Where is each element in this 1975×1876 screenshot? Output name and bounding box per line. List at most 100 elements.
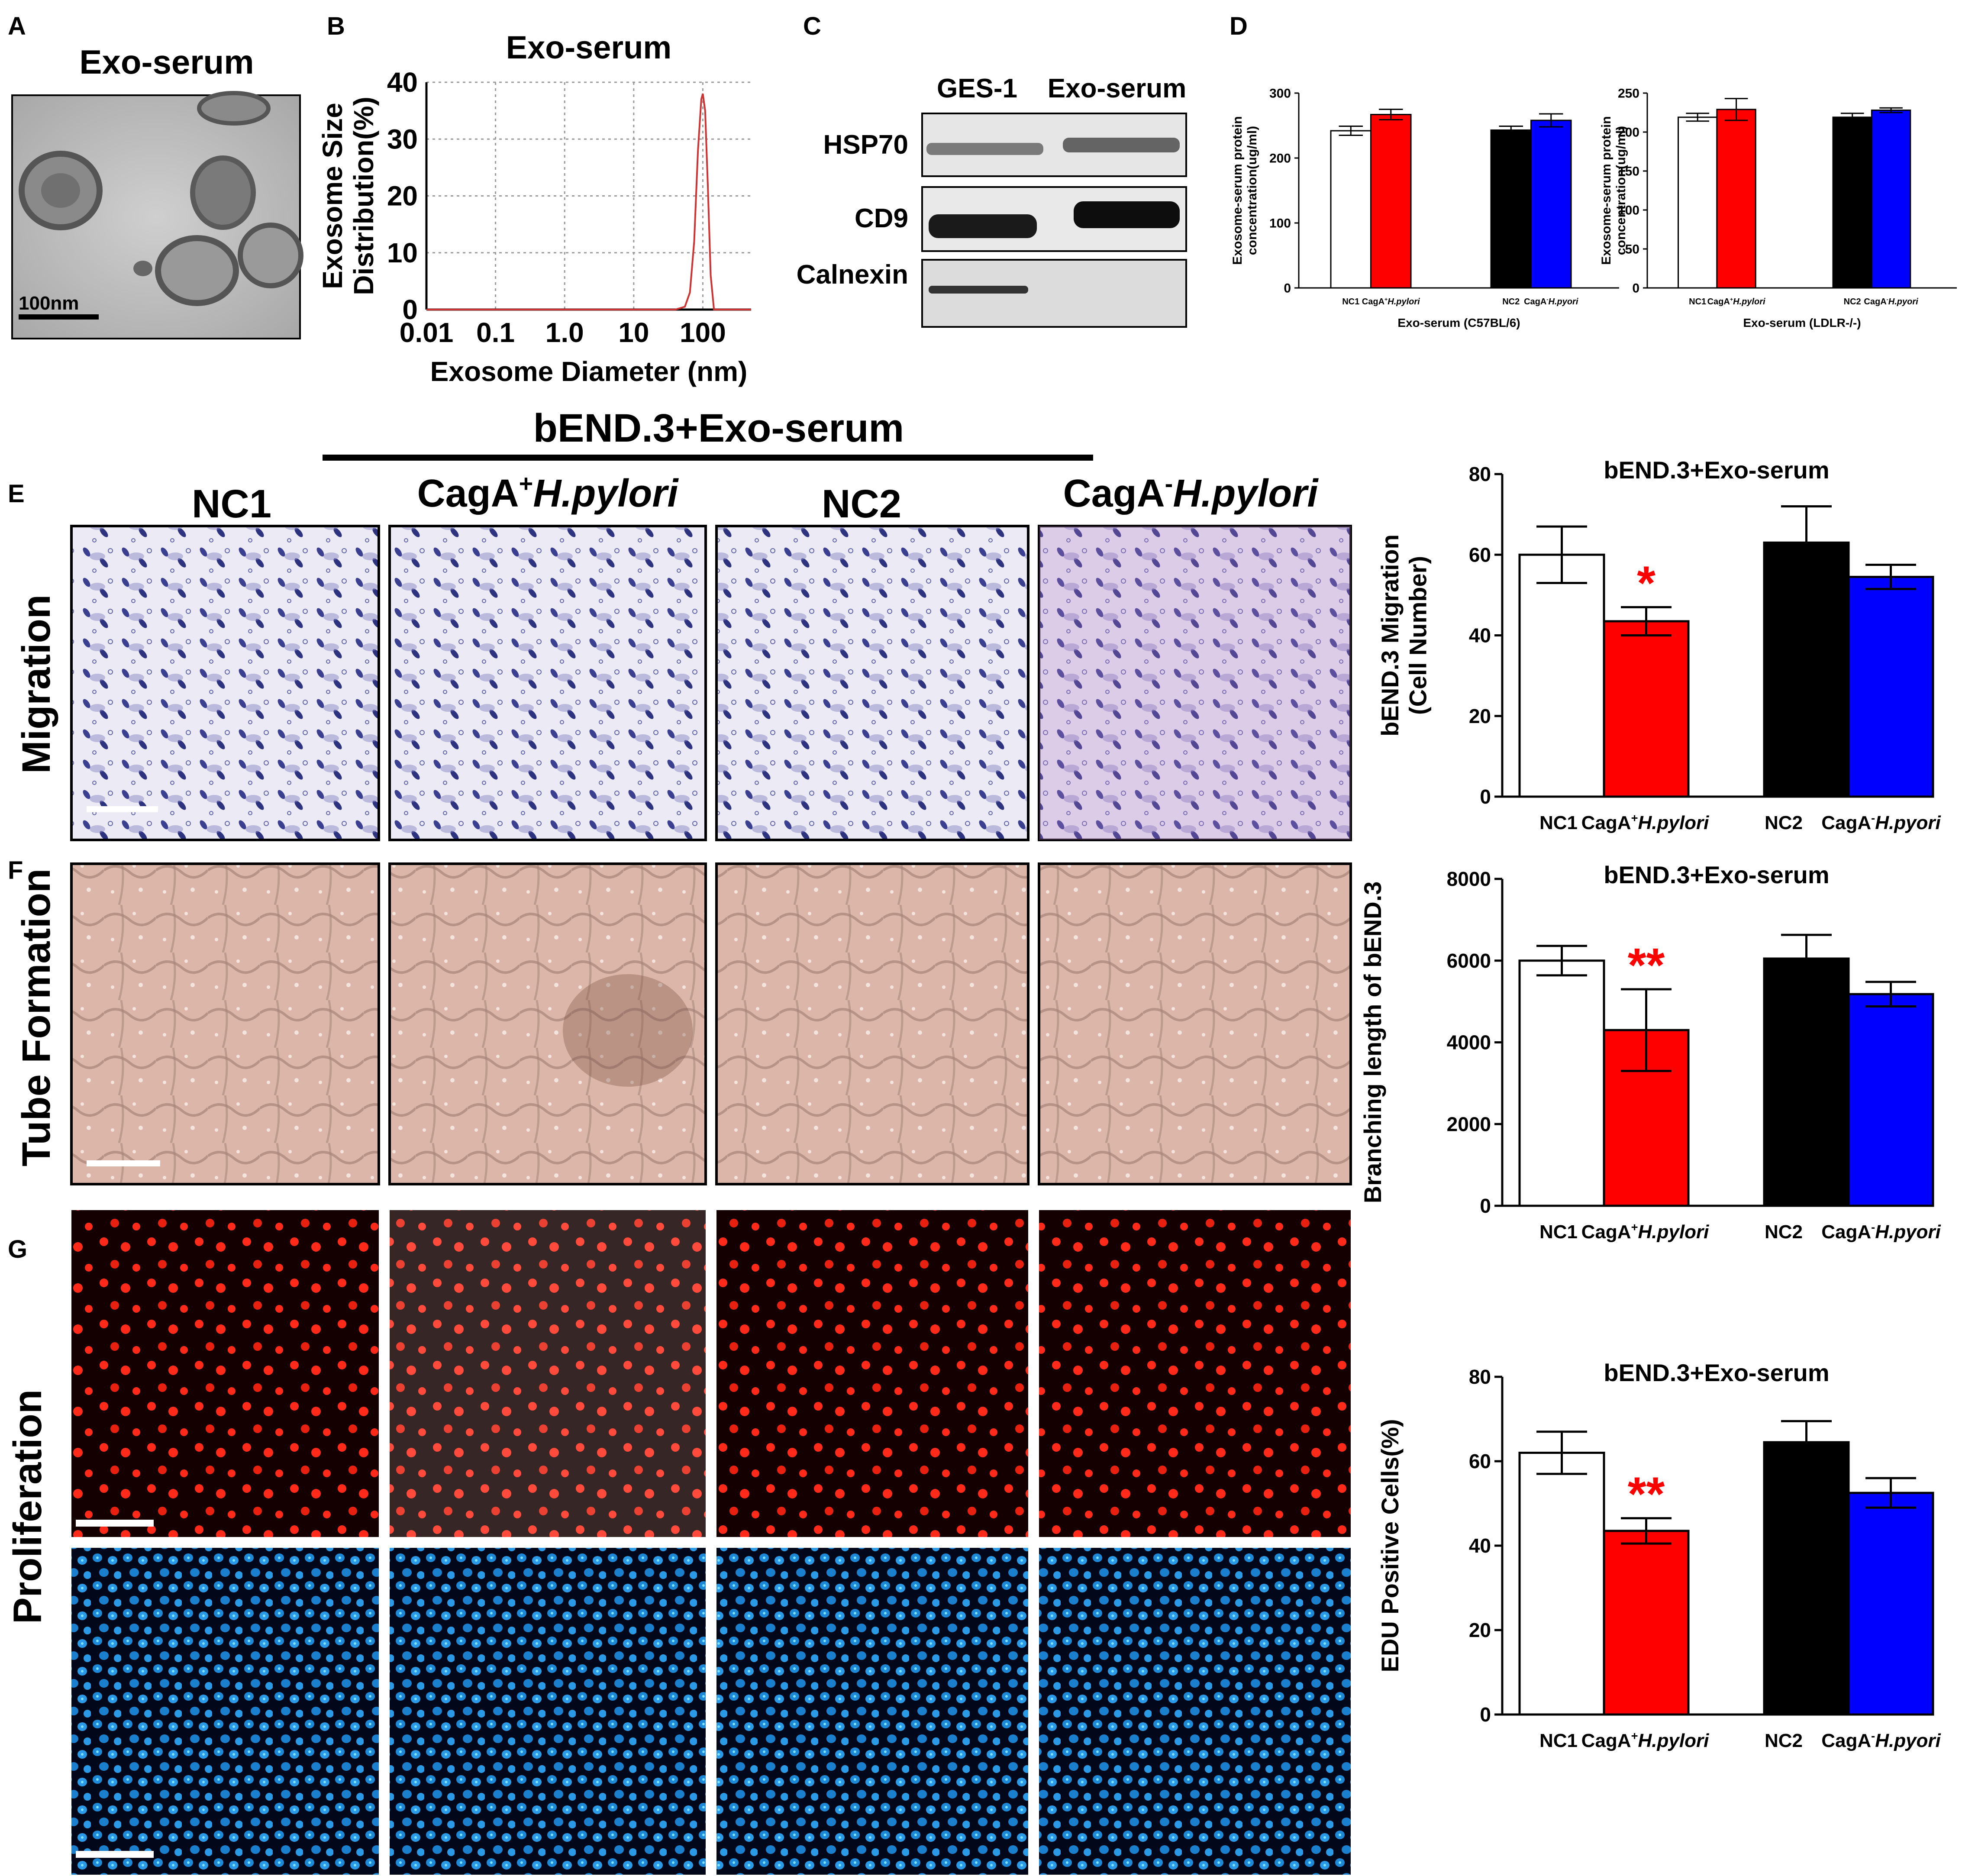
significance-mark: * (1637, 556, 1656, 610)
chart-d2-ldlr: 0 50 100 150 200 250 NC1 CagA+H.pylori NC2 CagA-H… (1599, 87, 1957, 329)
category-label: NC2 (1765, 1221, 1803, 1243)
x-tick-label: 100 (680, 317, 726, 348)
category-label: CagA-H.pyori (1524, 296, 1578, 307)
y-tick-label: 6000 (1447, 949, 1491, 972)
y-tick-label: 40 (1469, 624, 1491, 647)
y-tick-label: 80 (1469, 1366, 1491, 1388)
y-tick-label: 60 (1469, 543, 1491, 566)
scale-bar (76, 1520, 154, 1527)
bar (1530, 119, 1572, 289)
bar (1330, 130, 1372, 289)
scale-bar (76, 1851, 154, 1858)
column-header-nc2: NC2 (822, 482, 901, 526)
tube-image-nc2 (715, 862, 1029, 1185)
tube-images (70, 862, 1352, 1185)
scale-bar (87, 1160, 160, 1166)
y-axis-label: Exosome-serum protein (1599, 116, 1614, 265)
category-label: NC1 (1539, 1221, 1578, 1243)
significance-mark: ** (1628, 939, 1665, 992)
panel-letter-g: G (8, 1235, 27, 1263)
edu-image-caga-pos (390, 1210, 706, 1537)
western-blot: HSP70 CD9 Calnexin (797, 113, 1187, 328)
dapi-image-nc2 (716, 1548, 1028, 1875)
bar (1518, 553, 1605, 798)
tube-image-caga-neg (1038, 862, 1352, 1185)
chart-title: bEND.3+Exo-serum (1604, 1359, 1829, 1386)
row-label-migration: Migration (14, 594, 58, 774)
category-label: CagA+H.pylori (1581, 1729, 1709, 1751)
edu-image-caga-neg (1039, 1210, 1351, 1537)
significance-mark: ** (1628, 1468, 1665, 1521)
scale-bar (87, 806, 158, 812)
chart-e-migration: bEND.3+Exo-serum 0 20 40 60 80 bEND.3 Migratio… (1376, 456, 1941, 833)
band-label-hsp70: HSP70 (823, 130, 908, 160)
category-label: CagA-H.pyori (1821, 811, 1941, 833)
edu-image-nc2 (716, 1210, 1028, 1537)
migration-image-caga-pos (388, 525, 707, 841)
category-label: CagA-H.pyori (1821, 1729, 1941, 1751)
scale-bar-label: 100nm (19, 293, 79, 314)
panel-a-title: Exo-serum (79, 43, 254, 81)
y-tick-label: 200 (1618, 126, 1639, 140)
y-tick-label: 0 (1284, 281, 1291, 296)
series-line (426, 93, 751, 310)
y-tick-label: 50 (1625, 242, 1639, 257)
lane-label-exo-serum: Exo-serum (1048, 74, 1186, 103)
y-axis-label: Distribution(%) (348, 97, 379, 295)
y-axis-label: Exosome-serum protein (1230, 116, 1245, 265)
bar (1847, 1492, 1934, 1716)
y-tick-label: 0 (402, 294, 418, 325)
panel-letter-a: A (8, 12, 26, 40)
row-label-tube-formation: Tube Formation (14, 869, 58, 1166)
migration-image-nc2 (715, 525, 1029, 841)
x-tick-label: 10 (618, 317, 649, 348)
y-tick-label: 20 (387, 181, 418, 212)
bar (1603, 620, 1690, 798)
panel-letter-e: E (8, 480, 25, 508)
category-label: CagA-H.pyori (1821, 1220, 1941, 1243)
y-tick-label: 0 (1480, 785, 1491, 808)
column-headers: NC1 CagA+H.pylori NC2 CagA-H.pylori (192, 470, 1319, 526)
category-label: NC2 (1844, 297, 1861, 307)
column-header-caga-pos: CagA+H.pylori (417, 470, 679, 515)
y-tick-label: 100 (1269, 216, 1291, 231)
bar (1370, 114, 1412, 289)
row-label-proliferation: Proliferation (6, 1389, 50, 1624)
y-axis-label: (Cell Number) (1404, 556, 1431, 715)
y-tick-label: 0 (1632, 281, 1639, 296)
y-tick-label: 300 (1269, 87, 1291, 101)
y-tick-label: 150 (1618, 165, 1639, 179)
scale-bar (19, 314, 99, 320)
y-tick-label: 0 (1480, 1703, 1491, 1726)
category-label: NC2 (1502, 297, 1520, 307)
y-tick-label: 250 (1618, 87, 1639, 101)
bar (1871, 110, 1911, 289)
bar (1490, 129, 1532, 289)
y-tick-label: 8000 (1447, 868, 1491, 890)
tube-image-caga-pos (388, 862, 707, 1185)
category-label: NC2 (1765, 812, 1803, 833)
y-tick-label: 200 (1269, 152, 1291, 166)
category-label: NC2 (1765, 1730, 1803, 1751)
dapi-image-caga-neg (1039, 1548, 1351, 1875)
bar (1763, 541, 1850, 798)
category-label: CagA+H.pylori (1581, 811, 1709, 833)
dapi-image-caga-pos (390, 1548, 706, 1875)
edu-image-nc1 (71, 1210, 379, 1537)
category-label: CagA+H.pylori (1707, 296, 1765, 307)
column-header-caga-neg: CagA-H.pylori (1063, 470, 1319, 515)
y-axis-label: Branching length of bEND.3 (1359, 881, 1386, 1204)
migration-image-caga-neg (1038, 525, 1352, 841)
bar (1518, 959, 1605, 1207)
chart-g-edu: bEND.3+Exo-serum 0 20 40 60 80 EDU Positive Ce… (1376, 1359, 1941, 1751)
dapi-image-nc1 (71, 1548, 379, 1875)
y-tick-label: 4000 (1447, 1031, 1491, 1054)
y-tick-label: 60 (1469, 1450, 1491, 1472)
bar (1763, 957, 1850, 1207)
x-axis-label: Exosome Diameter (nm) (430, 356, 748, 387)
chart-title: bEND.3+Exo-serum (1604, 861, 1829, 888)
category-label: CagA+H.pylori (1581, 1220, 1709, 1243)
y-tick-label: 40 (1469, 1534, 1491, 1557)
y-axis-label: EDU Positive Cells(%) (1376, 1419, 1404, 1672)
